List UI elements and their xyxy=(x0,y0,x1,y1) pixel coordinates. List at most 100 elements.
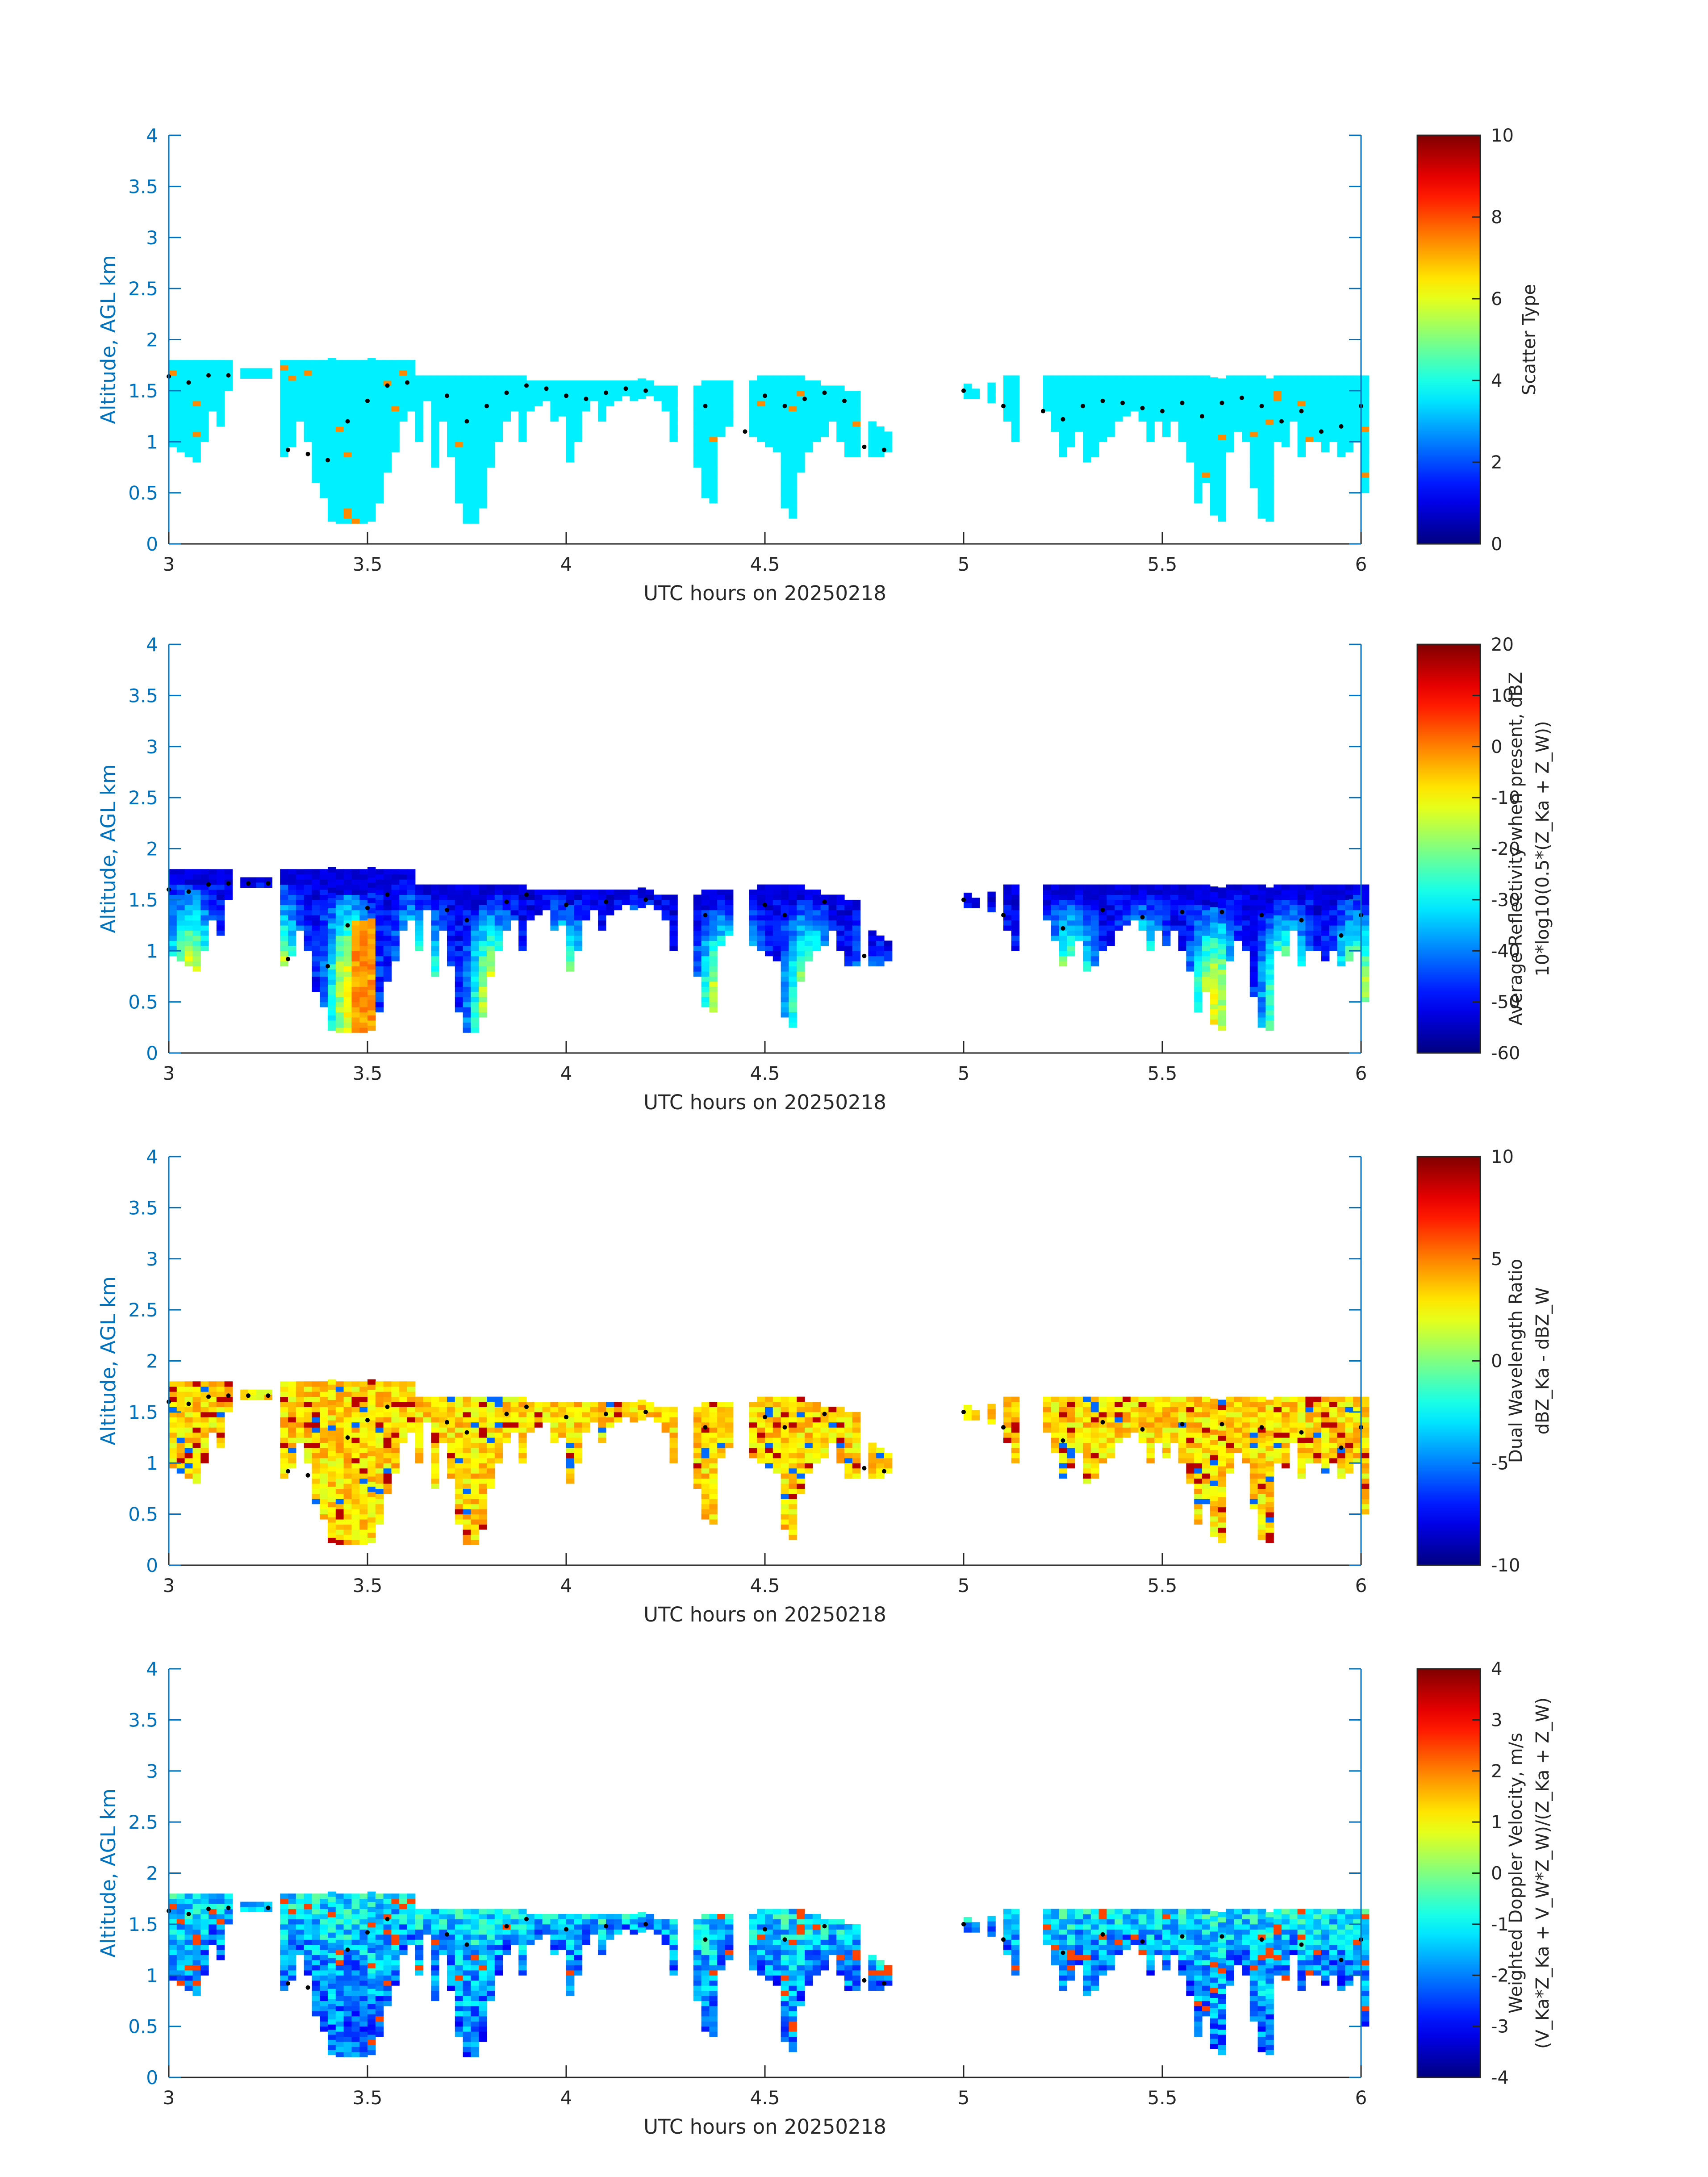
heatmap-cell xyxy=(773,920,781,926)
heatmap-cell xyxy=(359,884,368,890)
heatmap-cell xyxy=(359,1422,368,1428)
heatmap-cell xyxy=(606,890,614,895)
heatmap-cell xyxy=(1361,894,1370,900)
heatmap-cell xyxy=(1083,899,1091,905)
heatmap-cell xyxy=(765,935,773,941)
heatmap-cell xyxy=(709,1442,718,1448)
heatmap-cell xyxy=(280,915,288,921)
heatmap-cell xyxy=(169,380,177,386)
heatmap-cell xyxy=(312,447,320,452)
heatmap-cell xyxy=(383,447,392,452)
heatmap-cell xyxy=(463,447,471,452)
heatmap-cell xyxy=(1146,915,1155,921)
heatmap-cell xyxy=(351,1509,360,1515)
heatmap-cell xyxy=(375,1519,384,1525)
heatmap-cell xyxy=(487,442,495,447)
heatmap-cell xyxy=(852,935,861,941)
heatmap-cell xyxy=(1194,380,1203,386)
heatmap-cell xyxy=(820,401,829,406)
heatmap-cell xyxy=(200,869,209,875)
y-tick-label: 0.5 xyxy=(128,482,158,504)
heatmap-cell xyxy=(320,997,328,1003)
heatmap-cell xyxy=(312,986,320,992)
heatmap-cell xyxy=(1210,403,1219,409)
heatmap-cell xyxy=(1345,421,1353,427)
cloud-base-point xyxy=(186,380,191,385)
heatmap-cell xyxy=(1210,397,1219,403)
heatmap-cell xyxy=(391,894,400,900)
heatmap-cell xyxy=(224,385,233,391)
heatmap-cell xyxy=(192,365,201,371)
heatmap-cell xyxy=(471,1442,479,1448)
heatmap-cell xyxy=(749,910,757,915)
heatmap-cell xyxy=(1202,467,1211,473)
heatmap-cell xyxy=(606,1407,614,1412)
heatmap-cell xyxy=(264,373,272,379)
heatmap-cell xyxy=(510,884,519,890)
heatmap-cell xyxy=(455,1453,464,1458)
heatmap-cell xyxy=(1059,390,1067,396)
heatmap-cell xyxy=(1210,917,1219,923)
heatmap-cell xyxy=(1305,910,1314,915)
heatmap-cell xyxy=(789,488,797,493)
heatmap-cell xyxy=(1090,396,1099,401)
heatmap-cell xyxy=(638,903,646,908)
heatmap-cell xyxy=(669,920,678,926)
heatmap-cell xyxy=(789,935,797,941)
heatmap-cell xyxy=(1337,375,1345,381)
heatmap-cell xyxy=(789,1432,797,1438)
heatmap-cell xyxy=(455,493,464,498)
heatmap-cell xyxy=(280,436,288,442)
heatmap-cell xyxy=(1218,485,1226,491)
heatmap-cell xyxy=(1107,905,1115,911)
heatmap-cell xyxy=(320,1509,328,1515)
heatmap-cell xyxy=(280,421,288,427)
y-tick-label: 0 xyxy=(146,1042,158,1064)
heatmap-cell xyxy=(1186,447,1194,452)
heatmap-cell xyxy=(431,925,439,931)
heatmap-cell xyxy=(884,945,893,951)
heatmap-cell xyxy=(288,884,296,890)
heatmap-cell xyxy=(1154,905,1163,911)
cloud-base-point xyxy=(1259,913,1264,918)
heatmap-cell xyxy=(335,431,344,437)
heatmap-cell xyxy=(296,360,305,366)
heatmap-cell xyxy=(1226,935,1234,941)
heatmap-cell xyxy=(343,899,352,905)
heatmap-cell xyxy=(1090,380,1099,386)
heatmap-cell xyxy=(844,925,853,931)
heatmap-cell xyxy=(463,1442,471,1448)
heatmap-cell xyxy=(479,493,487,498)
heatmap-cell xyxy=(431,935,439,941)
heatmap-cell xyxy=(1265,990,1274,995)
heatmap-cell xyxy=(812,1407,821,1412)
heatmap-cell xyxy=(542,890,551,895)
heatmap-cell xyxy=(1274,375,1282,381)
heatmap-cell xyxy=(566,1402,575,1407)
heatmap-cell xyxy=(797,1412,805,1417)
heatmap-cell xyxy=(335,951,344,957)
heatmap-cell xyxy=(1321,945,1330,951)
heatmap-cell xyxy=(502,385,511,391)
heatmap-cell xyxy=(1361,971,1370,977)
heatmap-cell xyxy=(184,879,193,885)
heatmap-cell xyxy=(351,894,360,900)
heatmap-cell xyxy=(749,894,757,900)
heatmap-cell xyxy=(415,930,424,936)
heatmap-cell xyxy=(1337,452,1345,458)
heatmap-cell xyxy=(709,401,718,406)
heatmap-cell xyxy=(1226,390,1234,396)
heatmap-cell xyxy=(1186,940,1194,946)
heatmap-cell xyxy=(169,935,177,941)
heatmap-cell xyxy=(328,1512,336,1518)
heatmap-cell xyxy=(367,1512,376,1518)
heatmap-cell xyxy=(359,360,368,366)
heatmap-cell xyxy=(288,1386,296,1392)
heatmap-cell xyxy=(701,981,710,987)
heatmap-cell xyxy=(805,421,813,427)
heatmap-cell xyxy=(367,1005,376,1011)
heatmap-cell xyxy=(343,477,352,483)
heatmap-cell xyxy=(534,894,543,900)
heatmap-cell xyxy=(844,442,853,447)
heatmap-cell xyxy=(1011,421,1020,427)
